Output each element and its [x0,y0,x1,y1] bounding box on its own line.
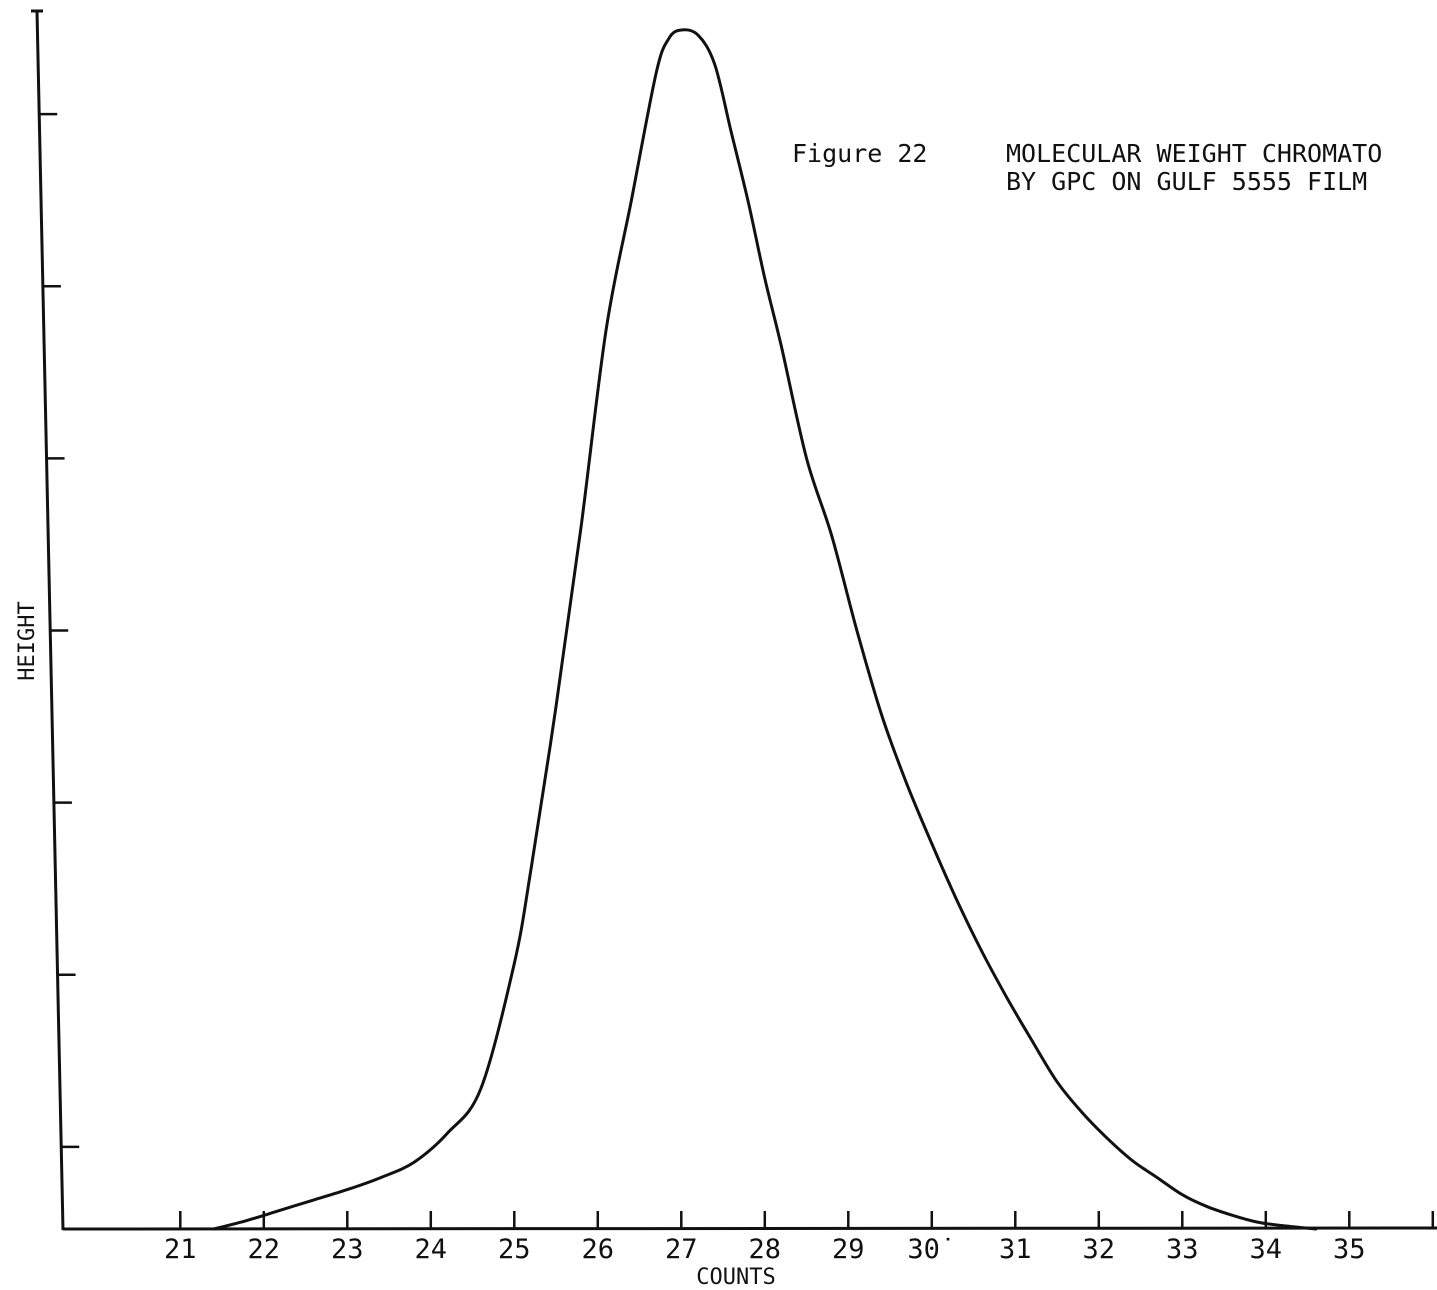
title-line-1: MOLECULAR WEIGHT CHROMATO [1006,139,1382,168]
y-axis [35,10,65,1231]
x-tick-label-29: 29 [832,1234,865,1265]
figure-label: Figure 22 [792,139,927,168]
title-line-2: BY GPC ON GULF 5555 FILM [1006,167,1367,196]
x-tick-label-26: 26 [582,1234,615,1265]
x-tick-label-25: 25 [498,1234,531,1265]
x-tick-label-24: 24 [415,1234,448,1265]
y-axis-title: HEIGHT [15,601,40,680]
x-ticks [179,1211,1435,1229]
x-axis [62,1226,1437,1231]
x-tick-label-34: 34 [1250,1234,1283,1265]
x-tick-label-35: 35 [1333,1234,1366,1265]
x-tick-label-23: 23 [331,1234,364,1265]
x-tick-label-33: 33 [1166,1234,1199,1265]
x-tick-label-27: 27 [665,1234,698,1265]
x-tick-label-32: 32 [1083,1234,1116,1265]
x-tick-label-28: 28 [749,1234,782,1265]
x-tick-label-31: 31 [999,1234,1032,1265]
y-ticks [39,112,80,1149]
x-tick-label-30: 30˙ [907,1234,956,1265]
chromatogram-curve [212,28,1318,1231]
x-tick-labels: 21 22 23 24 25 26 27 28 29 30˙ 31 32 33 34 35 [164,1234,1366,1265]
axes [31,9,1437,1231]
x-axis-title: COUNTS [696,1265,775,1290]
x-tick-label-21: 21 [164,1234,197,1265]
x-tick-label-22: 22 [248,1234,281,1265]
